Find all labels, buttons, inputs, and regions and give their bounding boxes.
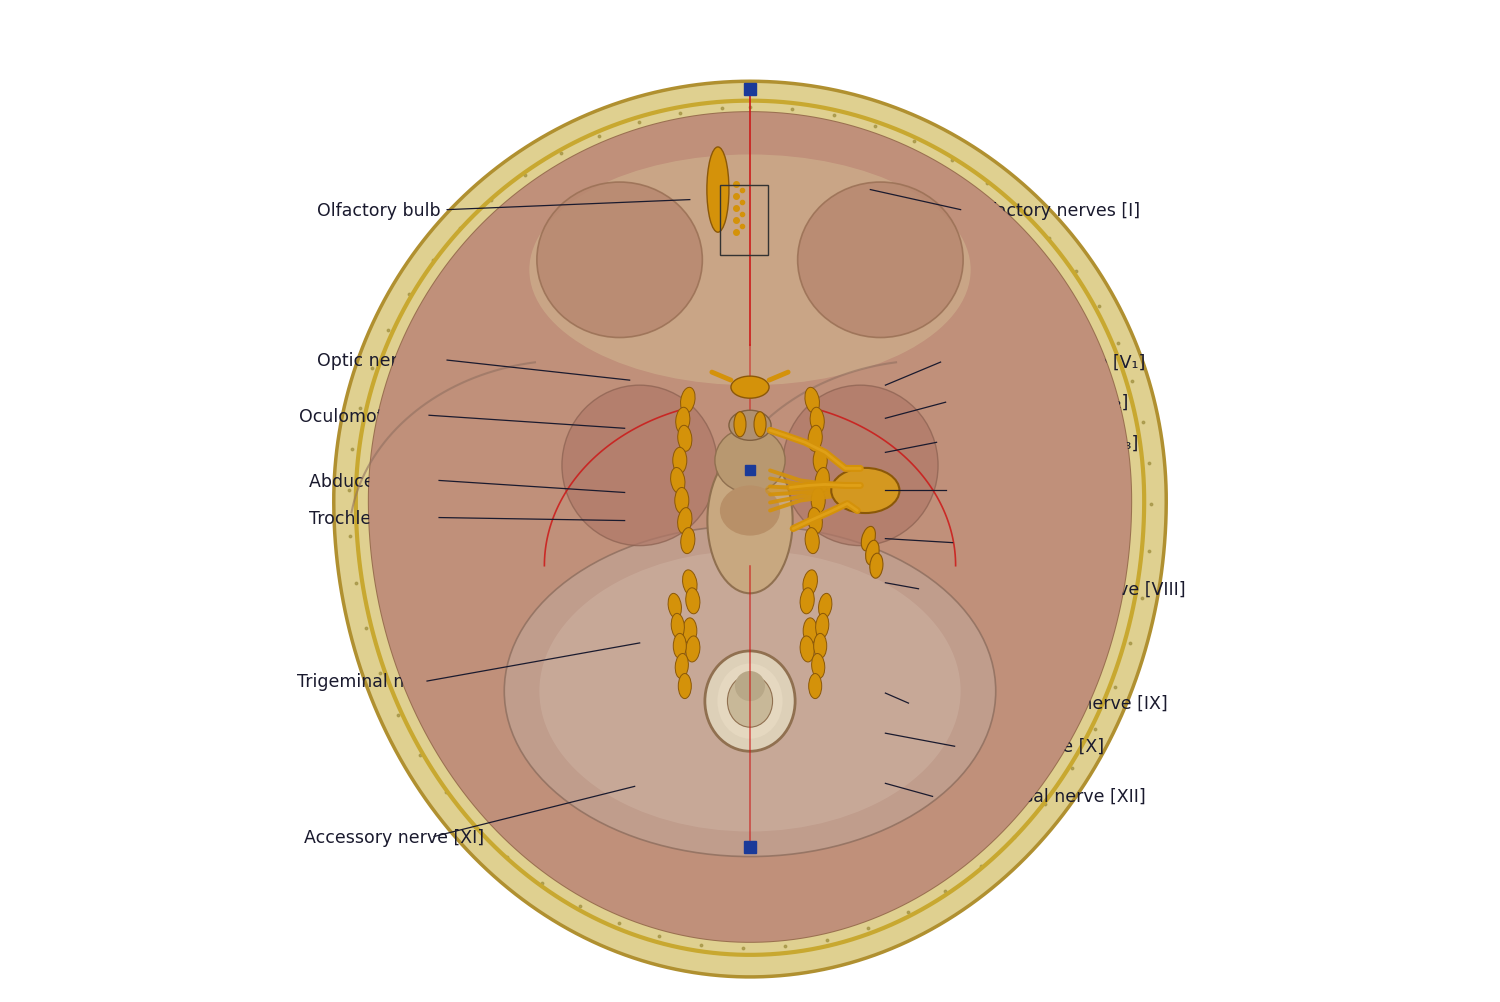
Ellipse shape: [540, 551, 960, 832]
Text: Maxillary nerve [V₂]: Maxillary nerve [V₂]: [956, 394, 1128, 412]
Text: Vestibulocochlear nerve [VIII]: Vestibulocochlear nerve [VIII]: [928, 580, 1185, 598]
Text: Glossopharyngeal nerve [IX]: Glossopharyngeal nerve [IX]: [918, 694, 1167, 712]
Ellipse shape: [754, 413, 766, 438]
Ellipse shape: [717, 663, 783, 739]
Ellipse shape: [682, 570, 698, 596]
Ellipse shape: [861, 527, 876, 551]
Ellipse shape: [678, 426, 692, 452]
Text: Trochlear nerve [IV]: Trochlear nerve [IV]: [309, 509, 480, 527]
Ellipse shape: [670, 468, 686, 494]
Ellipse shape: [798, 182, 963, 338]
Ellipse shape: [675, 408, 690, 434]
Ellipse shape: [675, 654, 688, 678]
Ellipse shape: [705, 651, 795, 752]
Ellipse shape: [681, 528, 694, 554]
Ellipse shape: [674, 634, 687, 659]
Text: Trigeminal ganglion: Trigeminal ganglion: [956, 482, 1126, 500]
Ellipse shape: [808, 673, 822, 699]
Text: Abducent nerve [VI]: Abducent nerve [VI]: [309, 472, 484, 490]
Ellipse shape: [530, 155, 970, 386]
Text: Olfactory bulb: Olfactory bulb: [316, 201, 441, 219]
Ellipse shape: [813, 634, 826, 659]
Text: Accessory nerve [XI]: Accessory nerve [XI]: [303, 828, 484, 846]
Ellipse shape: [681, 388, 694, 414]
Ellipse shape: [686, 588, 700, 614]
Text: Optic nerve [II]: Optic nerve [II]: [316, 352, 448, 370]
Ellipse shape: [716, 429, 784, 493]
Text: Mandibular nerve [V₃]: Mandibular nerve [V₃]: [946, 434, 1138, 452]
Text: Ophthalmic nerve [V₁]: Ophthalmic nerve [V₁]: [951, 354, 1144, 372]
Ellipse shape: [706, 147, 729, 232]
Ellipse shape: [783, 386, 938, 546]
Polygon shape: [369, 113, 1131, 942]
Text: Facial nerve [VII]: Facial nerve [VII]: [963, 534, 1108, 552]
Ellipse shape: [728, 675, 772, 727]
Ellipse shape: [815, 468, 830, 494]
Ellipse shape: [802, 618, 818, 644]
Ellipse shape: [729, 411, 771, 441]
Ellipse shape: [682, 618, 698, 644]
Text: Oculomotor nerve [III]: Oculomotor nerve [III]: [298, 407, 492, 425]
Ellipse shape: [537, 182, 702, 338]
Polygon shape: [369, 113, 1131, 942]
Ellipse shape: [675, 488, 688, 514]
Ellipse shape: [708, 449, 792, 593]
Ellipse shape: [734, 413, 746, 438]
Ellipse shape: [806, 388, 819, 414]
Ellipse shape: [808, 426, 822, 452]
Ellipse shape: [686, 636, 700, 662]
Ellipse shape: [800, 636, 814, 662]
Ellipse shape: [674, 448, 687, 474]
Ellipse shape: [504, 526, 996, 857]
Ellipse shape: [800, 588, 814, 614]
Ellipse shape: [562, 386, 717, 546]
Ellipse shape: [865, 541, 879, 565]
Ellipse shape: [870, 554, 883, 578]
Ellipse shape: [730, 377, 770, 399]
Ellipse shape: [812, 488, 825, 514]
Ellipse shape: [806, 528, 819, 554]
Text: Trigeminal nerve [V]: Trigeminal nerve [V]: [297, 672, 474, 690]
Ellipse shape: [678, 508, 692, 534]
Ellipse shape: [808, 508, 822, 534]
Text: Olfactory nerves [I]: Olfactory nerves [I]: [970, 201, 1140, 219]
Text: Hypoglossal nerve [XII]: Hypoglossal nerve [XII]: [942, 788, 1146, 806]
Ellipse shape: [831, 468, 900, 513]
Ellipse shape: [720, 486, 780, 536]
Ellipse shape: [668, 594, 681, 618]
Ellipse shape: [819, 594, 833, 618]
Ellipse shape: [670, 614, 684, 638]
Ellipse shape: [812, 654, 825, 678]
Text: Vagus nerve [X]: Vagus nerve [X]: [964, 737, 1104, 756]
Ellipse shape: [735, 671, 765, 701]
Ellipse shape: [816, 614, 830, 638]
Polygon shape: [334, 82, 1166, 977]
Ellipse shape: [813, 448, 826, 474]
Bar: [720, 185, 768, 256]
Ellipse shape: [810, 408, 825, 434]
Ellipse shape: [678, 673, 692, 699]
Ellipse shape: [802, 570, 818, 596]
